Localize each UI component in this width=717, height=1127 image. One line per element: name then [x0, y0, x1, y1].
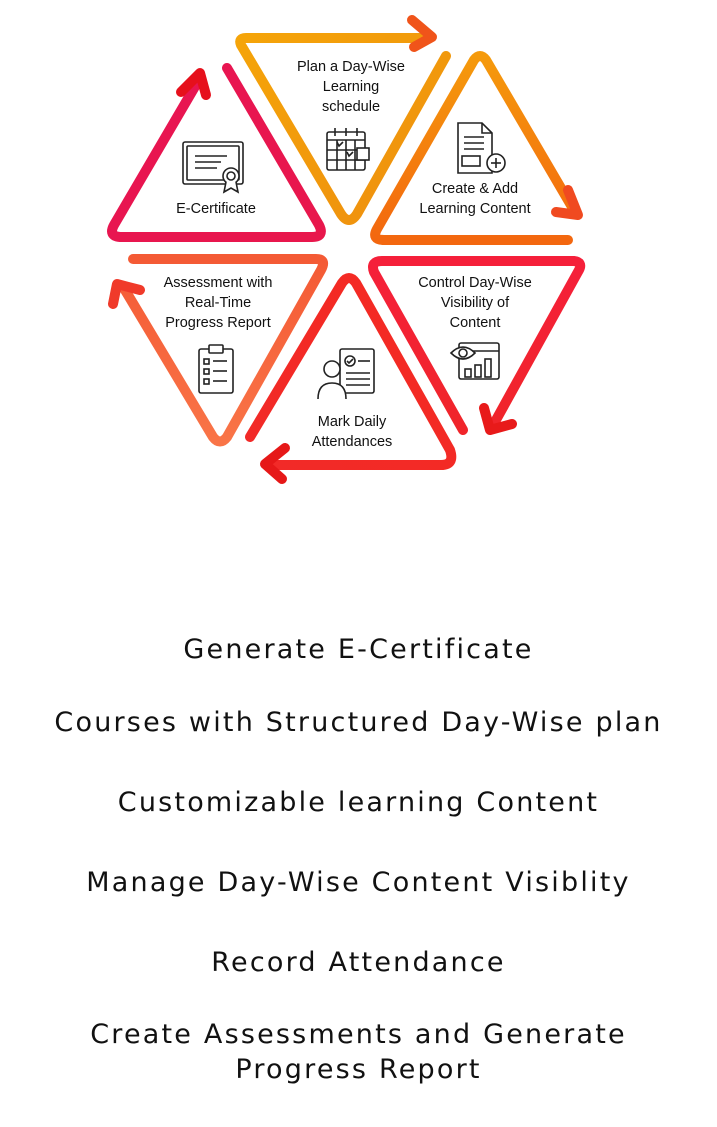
feature-item-attendance: Record Attendance: [211, 947, 506, 978]
feature-item-certificate: Generate E-Certificate: [183, 634, 534, 665]
feature-item-learning-content: Customizable learning Content: [117, 787, 600, 818]
control-triangle: [368, 256, 586, 435]
feature-item-assessments: Create Assessments and Generate Progress…: [90, 1019, 627, 1085]
attendance-triangle: [245, 273, 457, 484]
assessment-triangle: [108, 254, 329, 447]
feature-item-content-visibility: Manage Day-Wise Content Visiblity: [86, 867, 631, 898]
calendar-icon: [326, 128, 370, 171]
step-control-label: Control Day-Wise Visibility of Content: [418, 275, 532, 331]
create-triangle: [370, 51, 583, 245]
step-attendance-label: Mark Daily Attendances: [311, 414, 393, 450]
plan-triangle: [235, 15, 451, 225]
step-certificate-label: E-Certificate: [176, 201, 256, 217]
certificate-icon: [182, 141, 244, 194]
certificate-triangle: [107, 63, 326, 242]
checklist-icon: [198, 344, 234, 394]
step-plan-label: Plan a Day-Wise Learning schedule: [297, 59, 405, 115]
document-add-icon: [457, 122, 506, 174]
attendance-person-icon: [317, 348, 375, 400]
step-assessment-label: Assessment with Real-Time Progress Repor…: [163, 275, 273, 331]
feature-item-day-wise-plan: Courses with Structured Day-Wise plan: [54, 707, 663, 738]
step-create-label: Create & Add Learning Content: [419, 181, 531, 217]
workflow-cycle-diagram: [107, 15, 586, 484]
visibility-dashboard-icon: [449, 342, 500, 380]
